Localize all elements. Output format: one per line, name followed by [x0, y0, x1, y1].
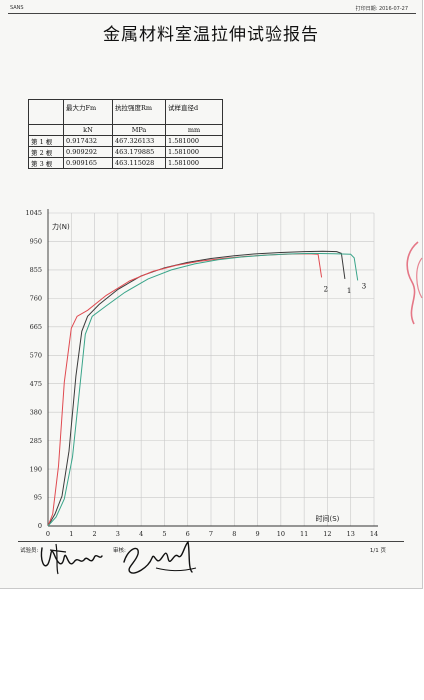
table-unit-row: kN MPa mm — [28, 124, 223, 136]
table-header-cell — [28, 99, 64, 125]
x-tick-label: 10 — [277, 530, 285, 538]
table-unit-cell: MPa — [112, 124, 166, 136]
report-sheet: SANS 打印日期: 2016-07-27 金属材料室温拉伸试验报告 最大力Fm… — [0, 0, 423, 589]
print-date: 打印日期: 2016-07-27 — [356, 5, 408, 12]
header-divider — [8, 13, 416, 14]
results-table: 最大力Fm 抗拉强度Rm 试样直径d kN MPa mm 第 1 根 0.917… — [28, 99, 223, 169]
chart-tick-labels: 0 1 2 3 4 5 6 7 8 9 10 11 12 13 1409519028538047557066… — [25, 209, 378, 538]
y-tick-label: 380 — [30, 408, 42, 416]
table-cell: 第 2 根 — [28, 146, 64, 158]
y-tick-label: 950 — [30, 238, 42, 246]
table-header-cell: 最大力Fm — [63, 99, 113, 125]
report-title: 金属材料室温拉伸试验报告 — [103, 25, 319, 45]
tester-label: 试验员: — [20, 548, 39, 554]
chart-axes — [47, 209, 378, 527]
x-tick-label: 11 — [300, 530, 308, 538]
y-axis-label: 力(N) — [52, 222, 70, 231]
chart-series: 1 2 3 — [47, 250, 366, 527]
x-tick-label: 14 — [370, 530, 378, 538]
series-label-1: 1 — [347, 287, 351, 295]
table-cell: 0.909165 — [63, 157, 113, 169]
x-axis-label: 时间(S) — [315, 514, 339, 523]
table-cell: 1.581000 — [165, 146, 223, 158]
reviewer-label: 审核: — [113, 548, 126, 554]
y-tick-label: 285 — [30, 437, 42, 445]
chart-grid — [47, 212, 375, 527]
x-tick-label: 1 — [69, 530, 73, 538]
table-header-row: 最大力Fm 抗拉强度Rm 试样直径d — [28, 99, 223, 125]
table-unit-cell — [28, 124, 64, 136]
x-tick-label: 7 — [209, 530, 213, 538]
table-cell: 463.179885 — [112, 146, 166, 158]
y-tick-label: 190 — [30, 465, 42, 473]
table-unit-cell: mm — [165, 124, 223, 136]
y-tick-label: 855 — [30, 266, 42, 274]
y-tick-label: 1045 — [25, 209, 42, 217]
reviewer-signature — [123, 540, 197, 574]
y-tick-label: 0 — [38, 522, 42, 530]
table-unit-cell: kN — [63, 124, 113, 136]
table-cell: 1.581000 — [165, 135, 223, 147]
footer-divider — [18, 541, 404, 542]
table-header-cell: 抗拉强度Rm — [112, 99, 166, 125]
x-tick-label: 3 — [116, 530, 120, 538]
y-tick-label: 570 — [30, 351, 42, 359]
stamp-mark — [406, 241, 423, 325]
tester-signature — [40, 543, 103, 575]
table-cell: 第 1 根 — [28, 135, 64, 147]
x-tick-label: 4 — [139, 530, 143, 538]
series-label-3: 3 — [362, 282, 366, 290]
force-time-chart: 0 1 2 3 4 5 6 7 8 9 10 11 12 13 1409519028538047557066… — [25, 209, 378, 538]
x-tick-label: 9 — [256, 530, 260, 538]
table-cell: 467.326133 — [112, 135, 166, 147]
table-cell: 463.115028 — [112, 157, 166, 169]
table-row: 第 1 根 0.917432 467.326133 1.581000 — [28, 135, 223, 147]
y-tick-label: 665 — [30, 323, 42, 331]
table-row: 第 2 根 0.909292 463.179885 1.581000 — [28, 146, 223, 158]
x-tick-label: 2 — [93, 530, 97, 538]
y-tick-label: 95 — [34, 494, 42, 502]
table-cell: 0.917432 — [63, 135, 113, 147]
x-tick-label: 5 — [162, 530, 166, 538]
table-header-cell: 试样直径d — [165, 99, 223, 125]
series-line-1 — [47, 250, 346, 527]
page-indicator: 1/1 页 — [369, 548, 386, 554]
print-date-label: 打印日期: — [355, 6, 378, 12]
x-tick-label: 13 — [347, 530, 355, 538]
table-cell: 1.581000 — [165, 157, 223, 169]
y-tick-label: 760 — [30, 295, 42, 303]
print-date-value: 2016-07-27 — [378, 6, 408, 12]
table-row: 第 3 根 0.909165 463.115028 1.581000 — [28, 157, 223, 169]
table-cell: 0.909292 — [63, 146, 113, 158]
series-line-3 — [47, 252, 359, 527]
series-label-2: 2 — [324, 285, 328, 293]
x-tick-label: 8 — [232, 530, 236, 538]
x-tick-label: 12 — [323, 530, 331, 538]
x-tick-label: 6 — [186, 530, 190, 538]
table-cell: 第 3 根 — [28, 157, 64, 169]
y-tick-label: 475 — [30, 380, 42, 388]
header-code: SANS — [10, 5, 24, 11]
x-tick-label: 0 — [46, 530, 50, 538]
